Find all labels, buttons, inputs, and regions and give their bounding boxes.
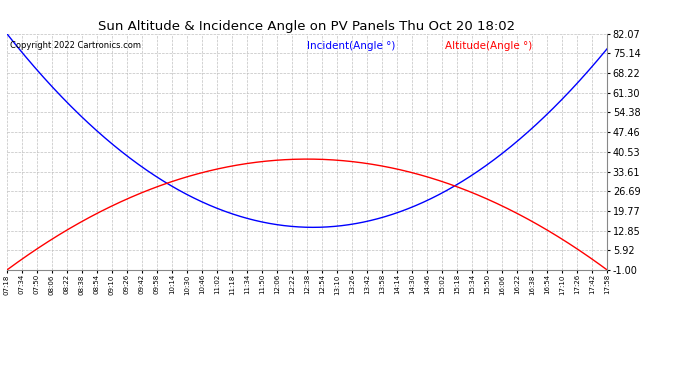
Text: Incident(Angle °): Incident(Angle °) <box>307 41 395 51</box>
Text: Copyright 2022 Cartronics.com: Copyright 2022 Cartronics.com <box>10 41 141 50</box>
Text: Altitude(Angle °): Altitude(Angle °) <box>445 41 533 51</box>
Title: Sun Altitude & Incidence Angle on PV Panels Thu Oct 20 18:02: Sun Altitude & Incidence Angle on PV Pan… <box>99 20 515 33</box>
